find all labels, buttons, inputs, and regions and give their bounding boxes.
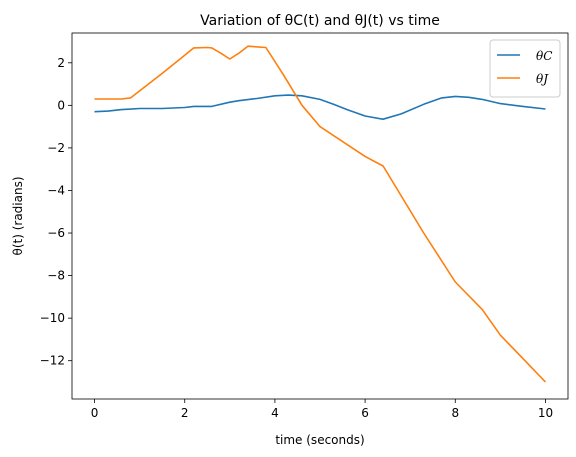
y-tick-label: −12 [40, 354, 65, 368]
x-axis-label: time (seconds) [275, 433, 364, 447]
x-tick-label: 8 [451, 406, 459, 420]
chart-title: Variation of θC(t) and θJ(t) vs time [200, 13, 440, 29]
x-tick-label: 10 [538, 406, 553, 420]
series-line-1 [94, 45, 547, 383]
y-tick-label: −2 [47, 141, 65, 155]
y-tick-label: −8 [47, 269, 65, 283]
x-tick-label: 2 [181, 406, 189, 420]
y-ticks: 2 0 −2 −4 −6 −8 −10 −12 [40, 56, 72, 368]
y-tick-label: −6 [47, 226, 65, 240]
y-axis-label: θ(t) (radians) [11, 176, 25, 255]
legend-label-theta-c: θC [536, 49, 552, 63]
y-tick-label: −4 [47, 183, 65, 197]
x-ticks: 0 2 4 6 8 10 [91, 399, 553, 420]
series-lines [94, 45, 547, 383]
x-tick-label: 0 [91, 406, 99, 420]
series-line-0 [94, 94, 546, 120]
x-tick-label: 6 [361, 406, 369, 420]
y-tick-label: 2 [57, 56, 65, 70]
legend: θC θJ [489, 39, 561, 98]
y-tick-label: 0 [57, 98, 65, 112]
y-tick-label: −10 [40, 311, 65, 325]
x-tick-label: 4 [271, 406, 279, 420]
plot-background [72, 33, 568, 399]
plot-frame [71, 32, 569, 400]
legend-label-theta-j: θJ [536, 72, 549, 86]
